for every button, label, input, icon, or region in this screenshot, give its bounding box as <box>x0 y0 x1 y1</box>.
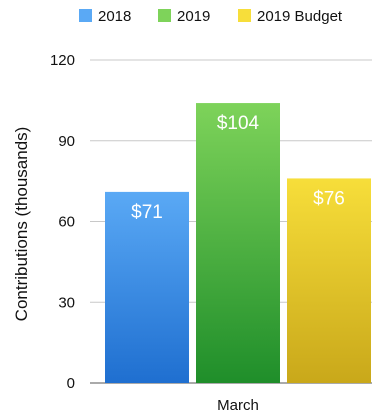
legend-label-2018: 2018 <box>98 8 131 25</box>
legend-swatch-2018 <box>79 9 92 22</box>
y-tick-label-60: 60 <box>58 214 75 231</box>
data-label-2019: $104 <box>217 113 260 134</box>
y-tick-label-120: 120 <box>50 52 75 69</box>
data-labels: $71 $104 $76 <box>131 113 345 223</box>
legend-swatch-2019-budget <box>238 9 251 22</box>
data-label-2018: $71 <box>131 202 163 223</box>
y-axis-ticks: 0 30 60 90 120 <box>50 52 75 392</box>
legend-label-2019-budget: 2019 Budget <box>257 8 343 25</box>
bar-2018 <box>105 191 189 383</box>
legend: 2018 2019 2019 Budget <box>79 8 343 25</box>
y-axis-title: Contributions (thousands) <box>12 127 31 322</box>
bars <box>105 103 371 384</box>
data-label-2019-budget: $76 <box>313 188 345 209</box>
legend-swatch-2019 <box>158 9 171 22</box>
legend-label-2019: 2019 <box>177 8 210 25</box>
x-tick-label-march: March <box>217 397 259 414</box>
bar-2019 <box>196 103 280 384</box>
bar-2019-budget <box>287 178 371 383</box>
y-tick-label-90: 90 <box>58 133 75 150</box>
y-tick-label-30: 30 <box>58 294 75 311</box>
y-tick-label-0: 0 <box>67 375 75 392</box>
